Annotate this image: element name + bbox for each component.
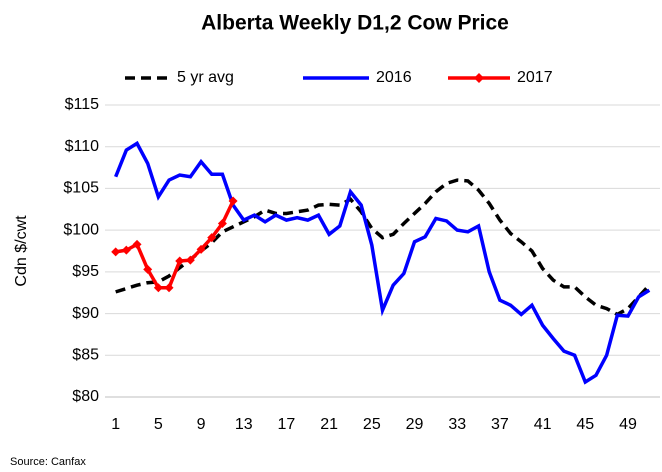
x-tick-label: 37 — [491, 416, 509, 433]
point-marker — [207, 233, 217, 243]
x-tick-label: 45 — [576, 416, 594, 433]
point-marker — [121, 245, 131, 255]
y-tick-label: $105 — [63, 180, 99, 197]
x-tick-label: 25 — [363, 416, 381, 433]
y-tick-label: $95 — [72, 263, 99, 280]
series-line — [115, 178, 651, 317]
legend-label: 2016 — [376, 69, 412, 86]
point-marker — [185, 255, 195, 265]
point-marker — [228, 196, 238, 206]
point-marker — [153, 283, 163, 293]
y-tick-label: $110 — [65, 138, 100, 155]
point-marker — [164, 283, 174, 293]
legend-label: 2017 — [517, 69, 553, 86]
point-marker — [132, 239, 142, 249]
y-tick-label: $100 — [63, 221, 99, 238]
point-marker — [175, 256, 185, 266]
x-tick-label: 9 — [197, 416, 206, 433]
x-tick-label: 21 — [320, 416, 338, 433]
legend-label: 5 yr avg — [177, 69, 234, 86]
source: Source: Canfax — [10, 456, 86, 468]
x-tick-label: 29 — [406, 416, 424, 433]
x-tick-label: 13 — [235, 416, 253, 433]
x-tick-label: 49 — [619, 416, 637, 433]
y-tick-label: $80 — [72, 388, 99, 405]
y-tick-label: $90 — [72, 305, 99, 322]
point-marker — [217, 218, 227, 228]
y-tick-label: $85 — [72, 347, 99, 364]
series-line — [114, 140, 651, 385]
legend-marker — [474, 73, 484, 83]
x-tick-label: 5 — [154, 416, 163, 433]
point-marker — [196, 244, 206, 254]
y-axis-label: Cdn $/cwt — [13, 215, 30, 287]
chart-title: Alberta Weekly D1,2 Cow Price — [201, 12, 509, 35]
point-marker — [111, 247, 121, 257]
y-tick-label: $115 — [65, 96, 100, 113]
x-tick-label: 41 — [534, 416, 552, 433]
x-tick-label: 33 — [448, 416, 466, 433]
x-tick-label: 1 — [111, 416, 120, 433]
point-marker — [143, 264, 153, 274]
x-tick-label: 17 — [278, 416, 296, 433]
